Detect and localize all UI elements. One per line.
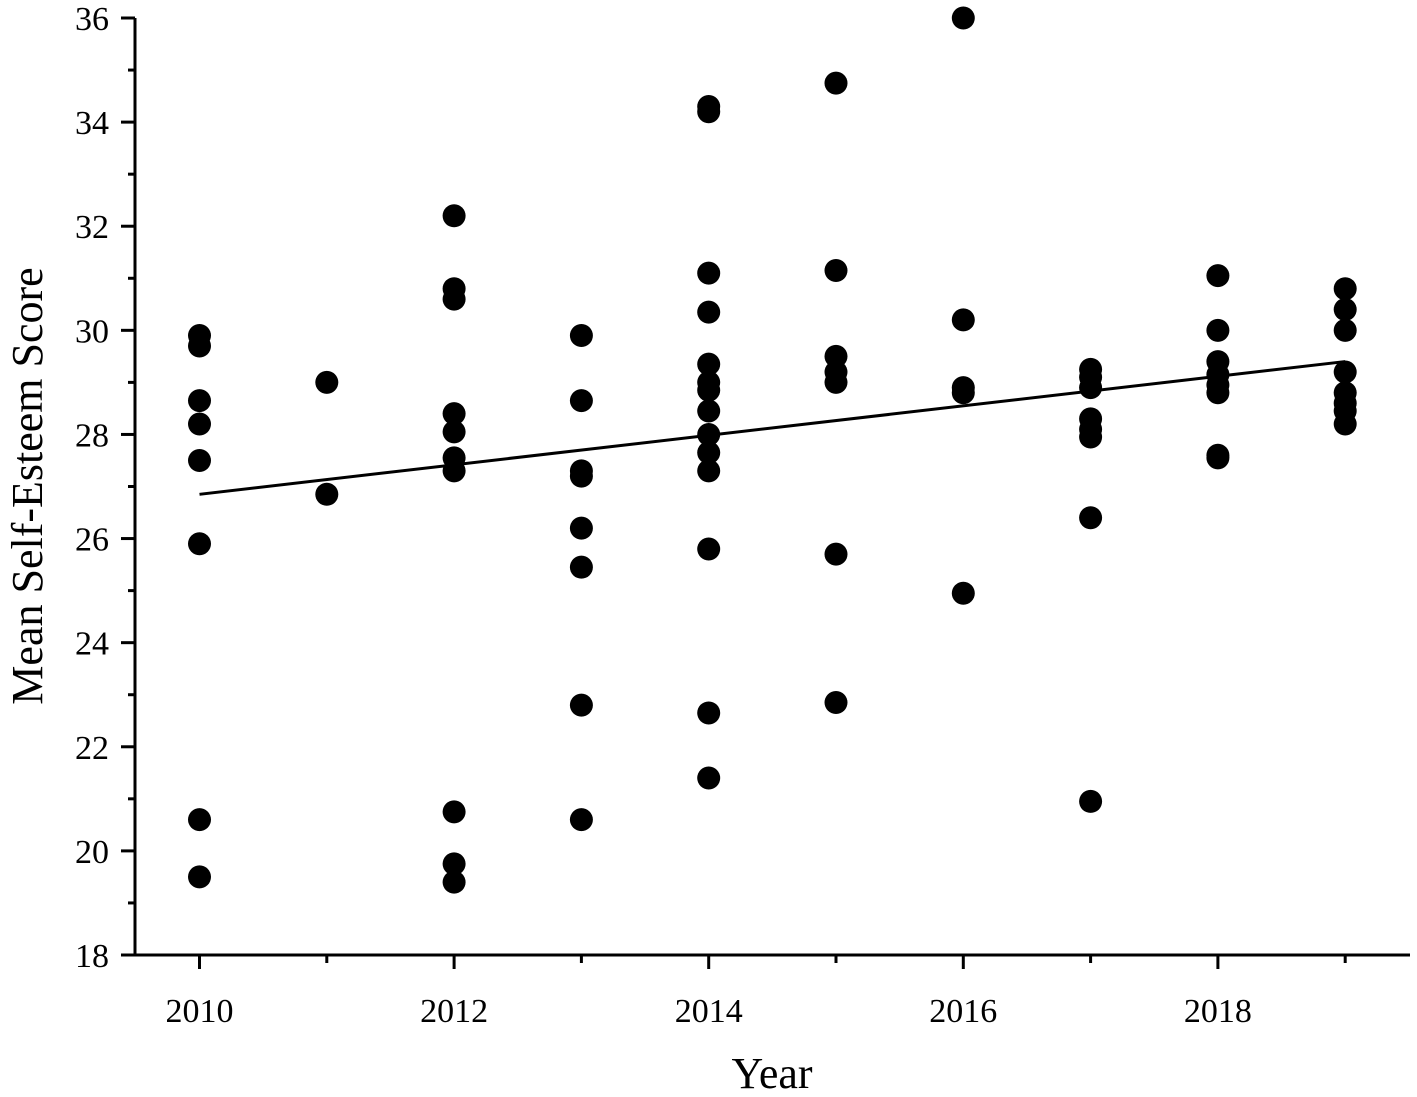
data-point: [697, 766, 721, 790]
data-point: [697, 399, 721, 423]
data-point: [697, 300, 721, 324]
x-tick-label: 2012: [420, 993, 488, 1030]
data-point: [315, 370, 339, 394]
data-point: [1333, 298, 1357, 322]
data-points: [188, 6, 1357, 894]
x-tick-label: 2010: [166, 993, 234, 1030]
y-axis-ticks: 18 20 22 24 26 28 30 32 34 36: [75, 1, 135, 975]
trend-line: [199, 360, 1346, 496]
data-point: [442, 459, 466, 483]
data-point: [188, 865, 211, 889]
y-tick-label: 18: [75, 938, 109, 975]
x-tick-label: 2016: [929, 993, 997, 1030]
data-point: [188, 532, 211, 556]
y-tick-label: 30: [75, 313, 109, 350]
y-axis-title: Mean Self-Esteem Score: [3, 267, 52, 704]
data-point: [697, 701, 721, 725]
data-point: [951, 6, 975, 30]
data-point: [824, 542, 848, 566]
y-tick-label: 22: [75, 730, 109, 767]
x-tick-label: 2014: [675, 993, 743, 1030]
data-point: [951, 581, 975, 605]
data-point: [697, 352, 721, 376]
data-point: [188, 412, 211, 436]
data-point: [569, 516, 593, 540]
data-point: [697, 261, 721, 285]
data-point: [951, 308, 975, 332]
data-point: [1333, 318, 1357, 342]
data-point: [1206, 264, 1230, 288]
data-point: [697, 378, 721, 402]
x-tick-label: 2018: [1184, 993, 1252, 1030]
data-point: [697, 422, 721, 446]
data-point: [188, 389, 211, 413]
data-point: [1333, 360, 1357, 384]
x-axis-ticks: 2010 2012 2014 2016 2018: [166, 955, 1347, 1030]
data-point: [442, 852, 466, 876]
y-tick-label: 36: [75, 1, 109, 38]
y-tick-label: 34: [75, 105, 109, 142]
data-point: [188, 808, 211, 832]
x-axis-title: Year: [731, 1049, 812, 1097]
data-point: [1079, 376, 1103, 400]
data-point: [697, 441, 721, 465]
data-point: [1079, 789, 1103, 813]
data-point: [1333, 412, 1357, 436]
data-point: [569, 555, 593, 579]
data-point: [442, 870, 466, 894]
data-point: [442, 402, 466, 426]
data-point: [442, 420, 466, 444]
y-tick-label: 24: [75, 626, 109, 663]
data-point: [188, 448, 211, 472]
data-point: [442, 204, 466, 228]
y-tick-label: 26: [75, 522, 109, 559]
data-point: [442, 287, 466, 311]
trend-line-group: [199, 360, 1346, 496]
data-point: [1206, 381, 1230, 405]
data-point: [1206, 318, 1230, 342]
data-point: [569, 808, 593, 832]
y-tick-label: 32: [75, 209, 109, 246]
data-point: [1333, 277, 1357, 301]
data-point: [315, 482, 339, 506]
y-tick-label: 20: [75, 834, 109, 871]
data-point: [697, 100, 721, 124]
data-point: [1079, 506, 1103, 530]
data-point: [824, 370, 848, 394]
data-point: [569, 389, 593, 413]
data-point: [1206, 446, 1230, 470]
data-point: [188, 334, 211, 358]
data-point: [824, 691, 848, 715]
data-point: [824, 71, 848, 95]
data-point: [951, 381, 975, 405]
data-point: [569, 693, 593, 717]
data-point: [824, 258, 848, 282]
data-point: [569, 464, 593, 488]
data-point: [697, 459, 721, 483]
data-point: [442, 800, 466, 824]
y-tick-label: 28: [75, 417, 109, 454]
data-point: [697, 537, 721, 561]
data-point: [569, 324, 593, 348]
data-point: [1079, 425, 1103, 449]
